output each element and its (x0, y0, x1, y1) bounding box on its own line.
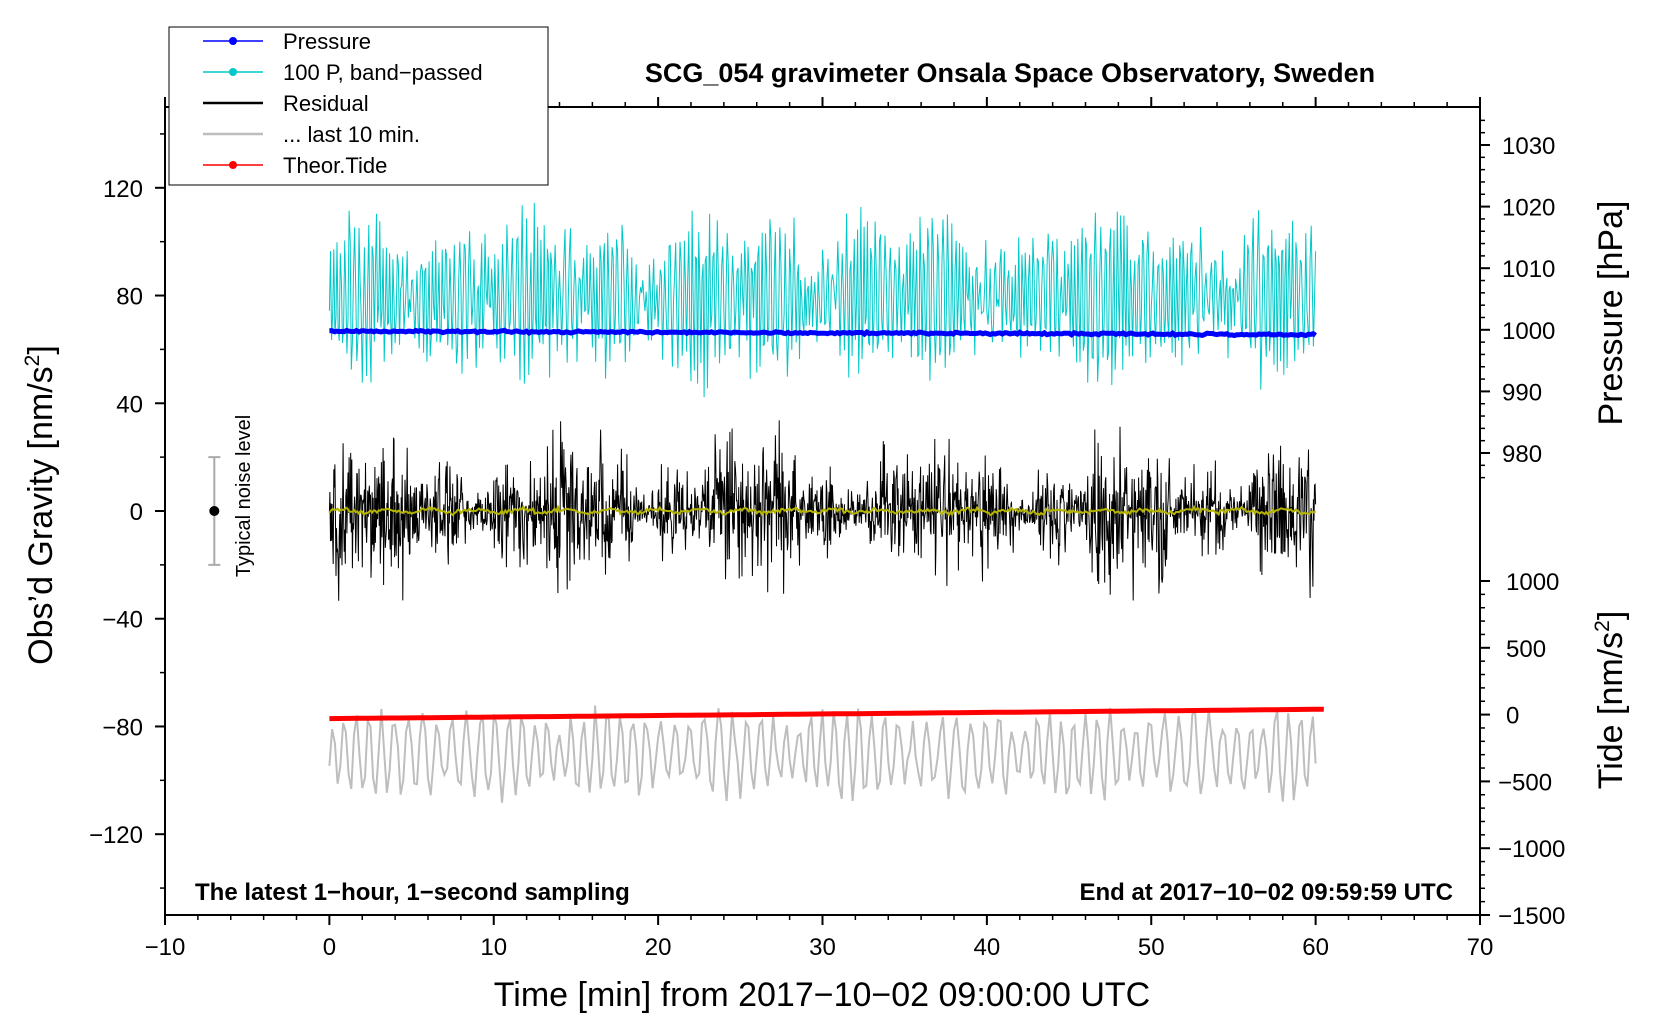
x-tick-label: 70 (1467, 934, 1494, 961)
y-left-tick-label: 0 (130, 499, 143, 526)
x-tick-label: 40 (974, 934, 1001, 961)
legend-label-1: 100 P, band−passed (283, 60, 483, 85)
legend-box (168, 26, 549, 186)
chart-title: SCG_054 gravimeter Onsala Space Observat… (645, 58, 1375, 88)
y-left-axis-title-sup: 2 (21, 355, 44, 367)
y-left-axis-title-end: ] (22, 345, 60, 354)
series-residual-line (328, 420, 1317, 601)
noise-level-label: Typical noise level (233, 415, 255, 577)
series-residual-smoothed-line (328, 504, 1317, 517)
series-group (328, 202, 1324, 803)
x-tick-label: 30 (809, 934, 836, 961)
x-tick-label: 60 (1302, 934, 1329, 961)
x-tick-label: 20 (645, 934, 672, 961)
tide-tick-label: −500 (1498, 769, 1552, 796)
pressure-tick-label: 1010 (1502, 256, 1555, 283)
pressure-tick-label: 980 (1502, 441, 1542, 468)
legend-marker-1 (229, 68, 237, 76)
series-theoretical-tide-line (329, 706, 1324, 722)
y-right-tide-title-sup: 2 (1591, 620, 1614, 632)
x-axis-title: Time [min] from 2017−10−02 09:00:00 UTC (494, 976, 1150, 1014)
note-left: The latest 1−hour, 1−second sampling (195, 879, 630, 906)
tide-tick-label: −1000 (1498, 836, 1565, 863)
tide-tick-label: 500 (1506, 636, 1546, 663)
tide-tick-label: 0 (1506, 703, 1519, 730)
pressure-tick-label: 1020 (1502, 195, 1555, 222)
y-right-tide-title: Tide [nm/s2] (1591, 611, 1630, 790)
series-last-10-min-line (328, 705, 1317, 803)
legend-marker-0 (229, 37, 237, 45)
legend-label-0: Pressure (283, 29, 371, 54)
pressure-tick-label: 990 (1502, 379, 1542, 406)
legend-label-3: ... last 10 min. (283, 122, 420, 147)
legend-label-2: Residual (283, 91, 369, 116)
ticks-group: −10 0 10 20 30 40 50 60 7012080400−40−80−1201030… (89, 97, 1565, 961)
y-left-tick-label: 120 (103, 176, 143, 203)
legend: Pressure 100 P, band−passed Residual ... la… (168, 26, 549, 186)
y-left-tick-label: −120 (89, 822, 143, 849)
pressure-tick-label: 1000 (1502, 318, 1555, 345)
tide-tick-label: 1000 (1506, 569, 1559, 596)
x-tick-label: 50 (1138, 934, 1165, 961)
y-left-tick-label: 40 (116, 391, 143, 418)
legend-marker-4 (229, 161, 237, 169)
pressure-tick-label: 1030 (1502, 133, 1555, 160)
tide-tick-label: −1500 (1498, 903, 1565, 930)
series-bandpassed-pressure-line (328, 202, 1317, 398)
x-tick-label: 10 (480, 934, 507, 961)
series-pressure-line (329, 327, 1317, 339)
y-right-tide-title-main: Tide [nm/s (1592, 632, 1630, 789)
x-tick-label: −10 (145, 934, 186, 961)
y-right-tide-title-end: ] (1592, 611, 1630, 620)
legend-items: Pressure 100 P, band−passed Residual ... la… (203, 29, 483, 178)
legend-label-4: Theor.Tide (283, 153, 387, 178)
y-left-tick-label: 80 (116, 284, 143, 311)
y-left-axis-title: Obs’d Gravity [nm/s2] (21, 345, 60, 665)
noise-indicator (208, 456, 221, 566)
note-right: End at 2017−10−02 09:59:59 UTC (1079, 879, 1453, 906)
y-right-pressure-title: Pressure [hPa] (1592, 201, 1630, 426)
y-left-axis-title-main: Obs’d Gravity [nm/s (22, 366, 60, 665)
x-tick-label: 0 (323, 934, 336, 961)
noise-bar-center-dot (209, 506, 220, 516)
y-left-tick-label: −40 (102, 607, 143, 634)
y-left-tick-label: −80 (102, 714, 143, 741)
